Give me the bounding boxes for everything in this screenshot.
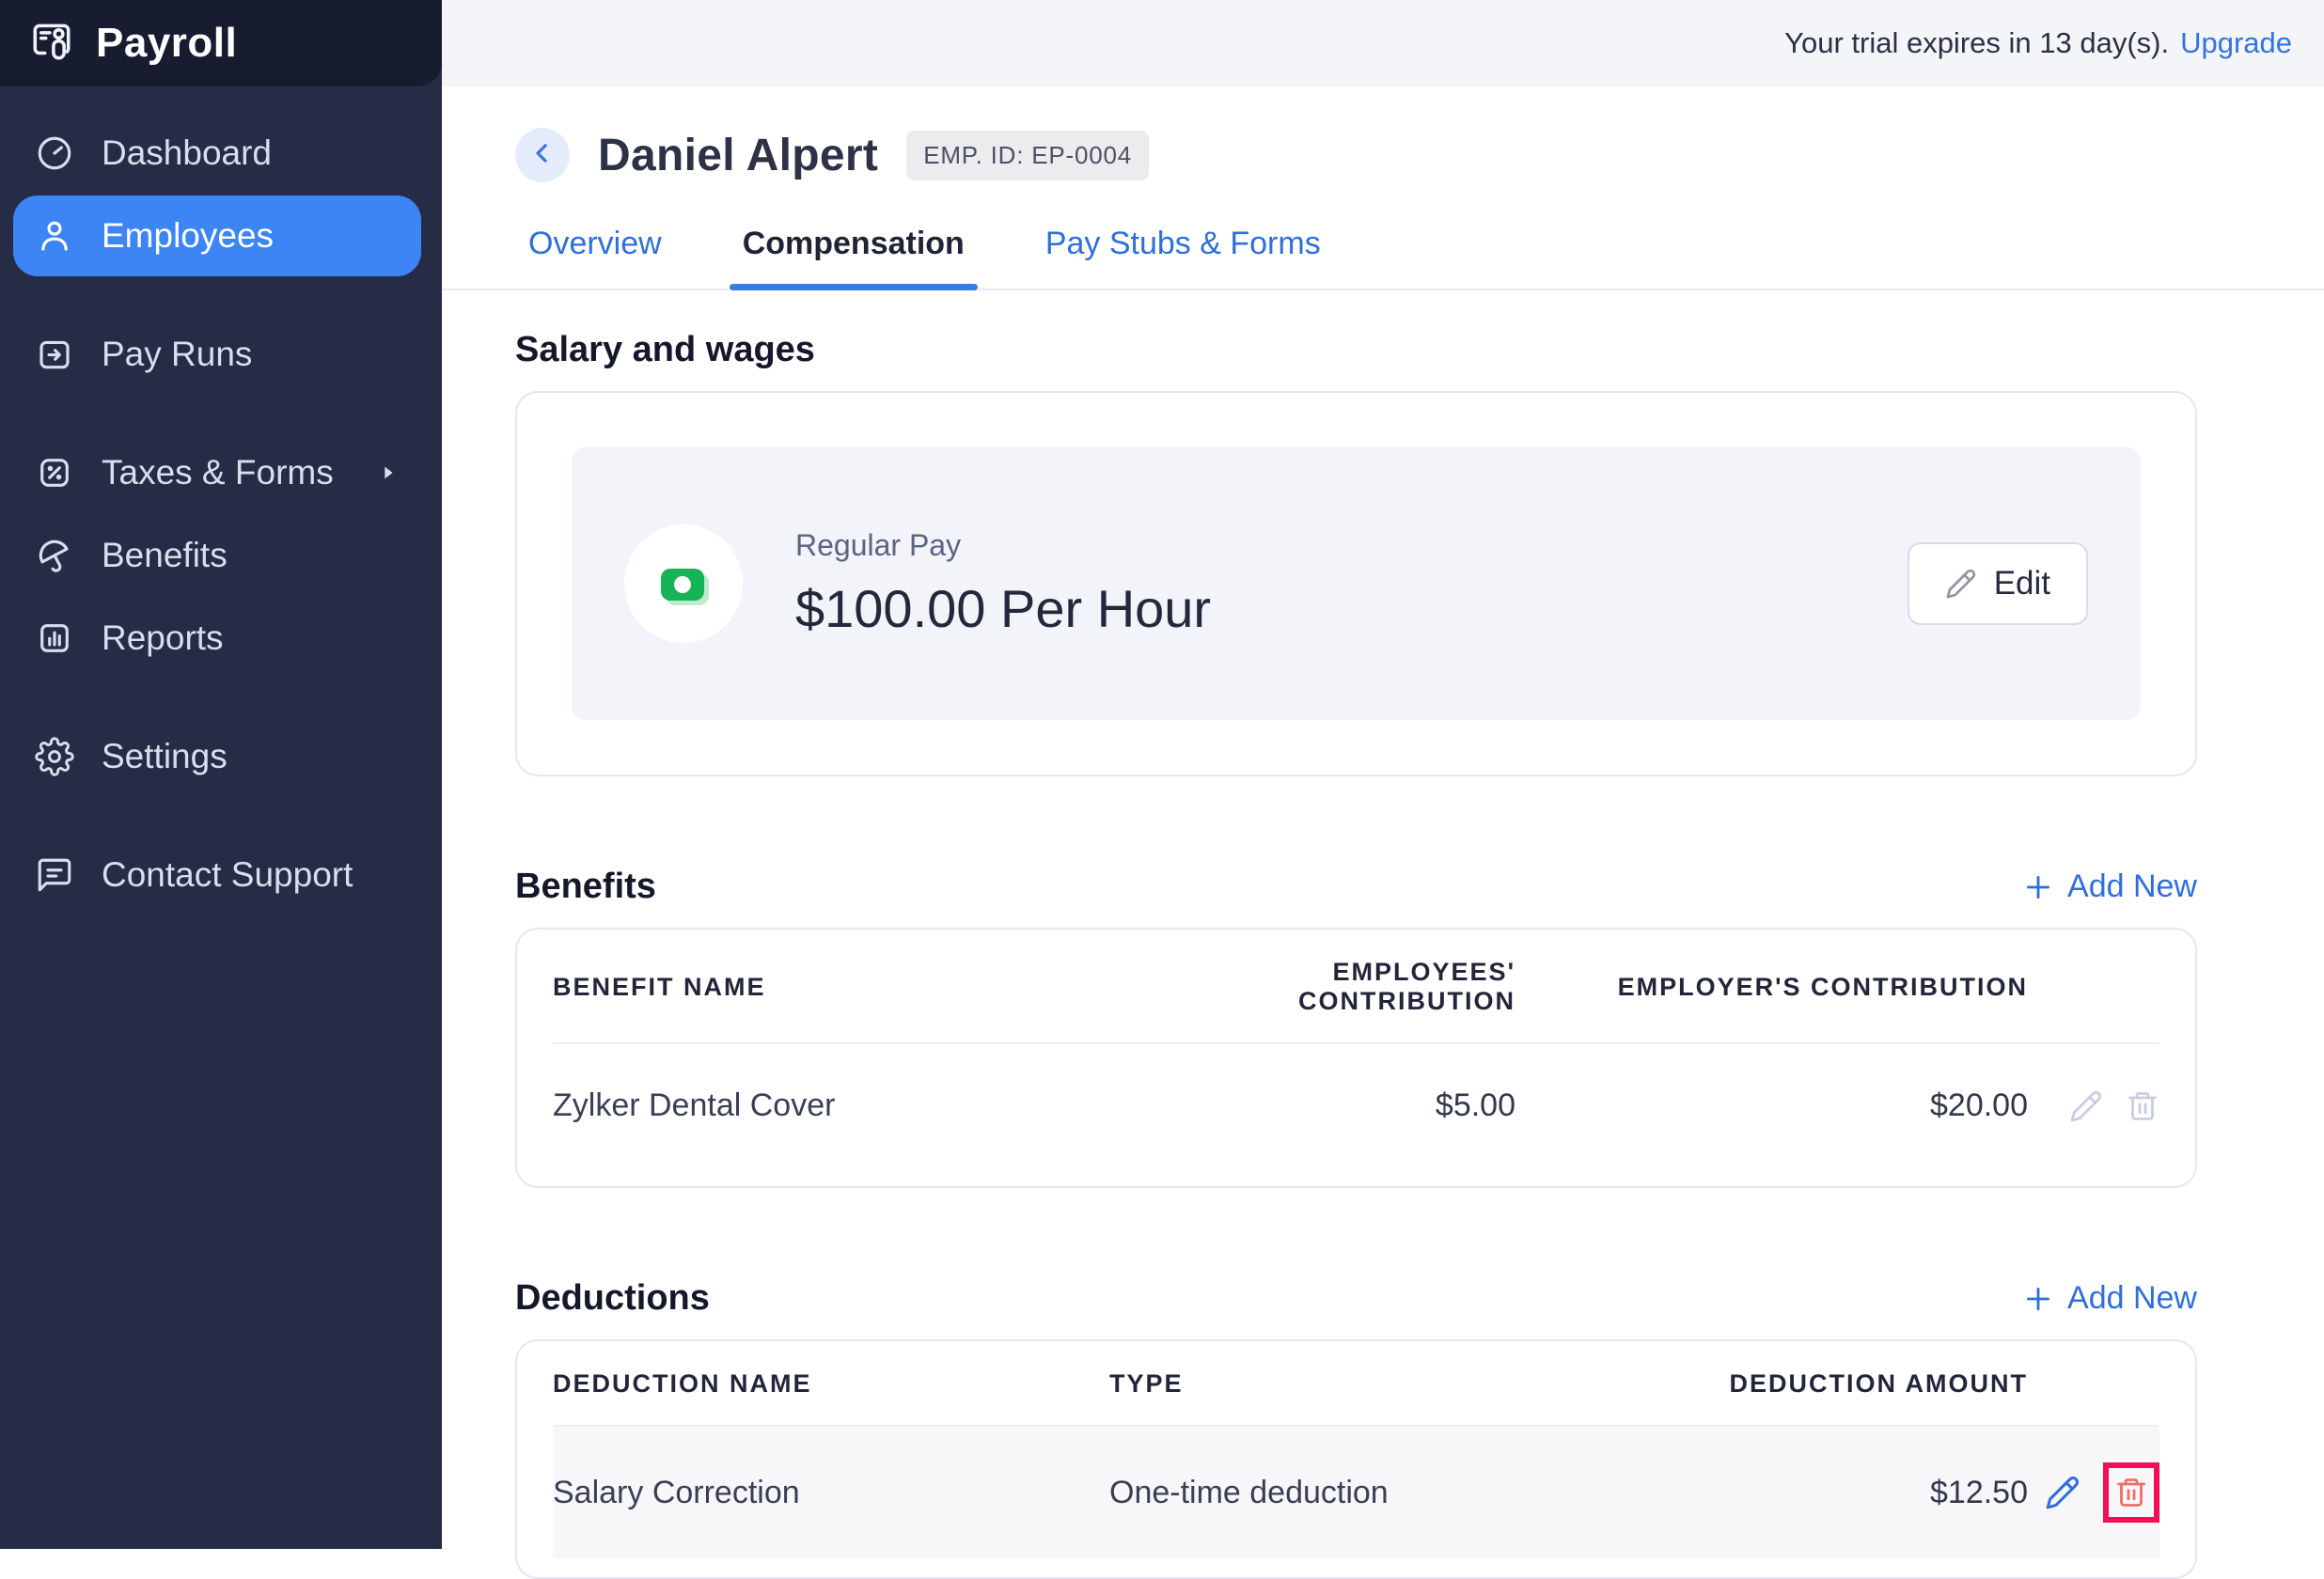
settings-icon [34, 736, 75, 777]
column-header-employers-contribution: EMPLOYER'S CONTRIBUTION [1515, 973, 2028, 1002]
pencil-icon [1945, 568, 1977, 600]
employee-id-badge: EMP. ID: EP-0004 [906, 131, 1149, 180]
add-new-benefit-link[interactable]: Add New [2022, 868, 2197, 905]
sidebar-item-taxes-forms[interactable]: Taxes & Forms [13, 432, 421, 513]
benefits-icon [34, 535, 75, 576]
column-header-deduction-amount: DEDUCTION AMOUNT [1515, 1369, 2028, 1399]
edit-button-label: Edit [1994, 565, 2050, 602]
plus-icon [2022, 1283, 2054, 1315]
delete-highlight-box [2103, 1462, 2159, 1523]
regular-pay-panel: Regular Pay $100.00 Per Hour Edit [572, 447, 2141, 720]
edit-benefit-button[interactable] [2069, 1089, 2103, 1123]
sidebar-item-label: Settings [102, 737, 228, 776]
delete-benefit-button[interactable] [2126, 1089, 2159, 1123]
employee-contribution-cell: $5.00 [1109, 1087, 1515, 1124]
add-new-label: Add New [2067, 1280, 2197, 1317]
page-header: Daniel Alpert EMP. ID: EP-0004 [515, 128, 2197, 182]
trial-text: Your trial expires in 13 day(s). [1784, 26, 2169, 60]
sidebar-item-dashboard[interactable]: Dashboard [13, 113, 421, 194]
pay-runs-icon [34, 334, 75, 375]
deduction-amount-cell: $12.50 [1515, 1475, 2028, 1511]
sidebar-item-label: Benefits [102, 536, 228, 575]
trash-icon [2126, 1089, 2159, 1123]
tab-compensation[interactable]: Compensation [730, 226, 978, 289]
delete-deduction-button[interactable] [2114, 1476, 2148, 1509]
section-title-benefits: Benefits [515, 867, 656, 907]
chevron-left-icon [528, 139, 557, 172]
sidebar-item-label: Employees [102, 216, 274, 256]
column-header-deduction-name: DEDUCTION NAME [553, 1369, 1109, 1399]
salary-card: Regular Pay $100.00 Per Hour Edit [515, 391, 2197, 776]
tab-pay-stubs-forms[interactable]: Pay Stubs & Forms [1032, 226, 1334, 289]
deduction-type-cell: One-time deduction [1109, 1475, 1515, 1511]
payroll-logo-icon [28, 18, 75, 70]
employer-contribution-cell: $20.00 [1515, 1087, 2028, 1124]
salary-section: Salary and wages Regular Pay $100.00 Per… [515, 330, 2197, 776]
sidebar-nav: Dashboard Employees Pay Runs [0, 86, 442, 915]
deduction-name-cell: Salary Correction [553, 1475, 1109, 1511]
deductions-table: DEDUCTION NAME TYPE DEDUCTION AMOUNT Sal… [515, 1339, 2197, 1579]
back-button[interactable] [515, 128, 570, 182]
add-new-deduction-link[interactable]: Add New [2022, 1280, 2197, 1317]
sidebar-item-label: Contact Support [102, 855, 353, 895]
sidebar-item-settings[interactable]: Settings [13, 716, 421, 797]
contact-support-icon [34, 854, 75, 896]
add-new-label: Add New [2067, 868, 2197, 905]
upgrade-link[interactable]: Upgrade [2180, 26, 2292, 60]
column-header-type: TYPE [1109, 1369, 1515, 1399]
trial-banner: Your trial expires in 13 day(s). Upgrade [442, 0, 2324, 86]
edit-deduction-button[interactable] [2045, 1475, 2081, 1510]
deductions-section: Deductions Add New DEDUCTION NAME TYPE D… [515, 1278, 2197, 1579]
benefit-name-cell: Zylker Dental Cover [553, 1087, 1109, 1124]
pencil-icon [2069, 1089, 2103, 1123]
sidebar-item-contact-support[interactable]: Contact Support [13, 835, 421, 915]
section-title-salary: Salary and wages [515, 330, 2197, 370]
pencil-icon [2045, 1475, 2081, 1510]
sidebar-item-label: Dashboard [102, 133, 272, 173]
tab-overview[interactable]: Overview [515, 226, 675, 289]
tabs-bar: Overview Compensation Pay Stubs & Forms [442, 226, 2324, 290]
sidebar-item-reports[interactable]: Reports [13, 598, 421, 679]
dashboard-icon [34, 133, 75, 174]
sidebar-item-label: Taxes & Forms [102, 453, 334, 492]
benefits-table-header: BENEFIT NAME EMPLOYEES' CONTRIBUTION EMP… [553, 930, 2159, 1042]
deduction-table-row: Salary Correction One-time deduction $12… [553, 1425, 2159, 1558]
page-title: Daniel Alpert [598, 130, 878, 181]
pay-rate-value: $100.00 Per Hour [795, 578, 1211, 639]
main-content: Daniel Alpert EMP. ID: EP-0004 Overview … [442, 86, 2324, 1549]
sidebar-item-pay-runs[interactable]: Pay Runs [13, 314, 421, 395]
sidebar-item-label: Pay Runs [102, 335, 252, 374]
column-header-employees-contribution: EMPLOYEES' CONTRIBUTION [1109, 958, 1515, 1016]
pay-info: Regular Pay $100.00 Per Hour [795, 528, 1211, 639]
chevron-right-icon [378, 462, 399, 483]
pay-type-label: Regular Pay [795, 528, 1211, 563]
app-title: Payroll [96, 20, 237, 67]
sidebar-item-label: Reports [102, 618, 224, 658]
app-logo: Payroll [0, 0, 442, 86]
money-icon [624, 524, 743, 643]
sidebar-item-benefits[interactable]: Benefits [13, 515, 421, 596]
section-title-deductions: Deductions [515, 1278, 710, 1319]
column-header-benefit-name: BENEFIT NAME [553, 973, 1109, 1002]
edit-pay-button[interactable]: Edit [1908, 542, 2088, 625]
sidebar: Payroll Dashboard Employees [0, 0, 442, 1549]
employees-icon [34, 215, 75, 257]
benefit-table-row: Zylker Dental Cover $5.00 $20.00 [553, 1042, 2159, 1167]
sidebar-item-employees[interactable]: Employees [13, 195, 421, 276]
trash-icon [2114, 1476, 2148, 1509]
plus-icon [2022, 871, 2054, 903]
deductions-table-header: DEDUCTION NAME TYPE DEDUCTION AMOUNT [553, 1341, 2159, 1425]
benefits-section: Benefits Add New BENEFIT NAME EMPLOYEES'… [515, 867, 2197, 1188]
reports-icon [34, 618, 75, 659]
benefits-table: BENEFIT NAME EMPLOYEES' CONTRIBUTION EMP… [515, 928, 2197, 1188]
taxes-forms-icon [34, 452, 75, 493]
